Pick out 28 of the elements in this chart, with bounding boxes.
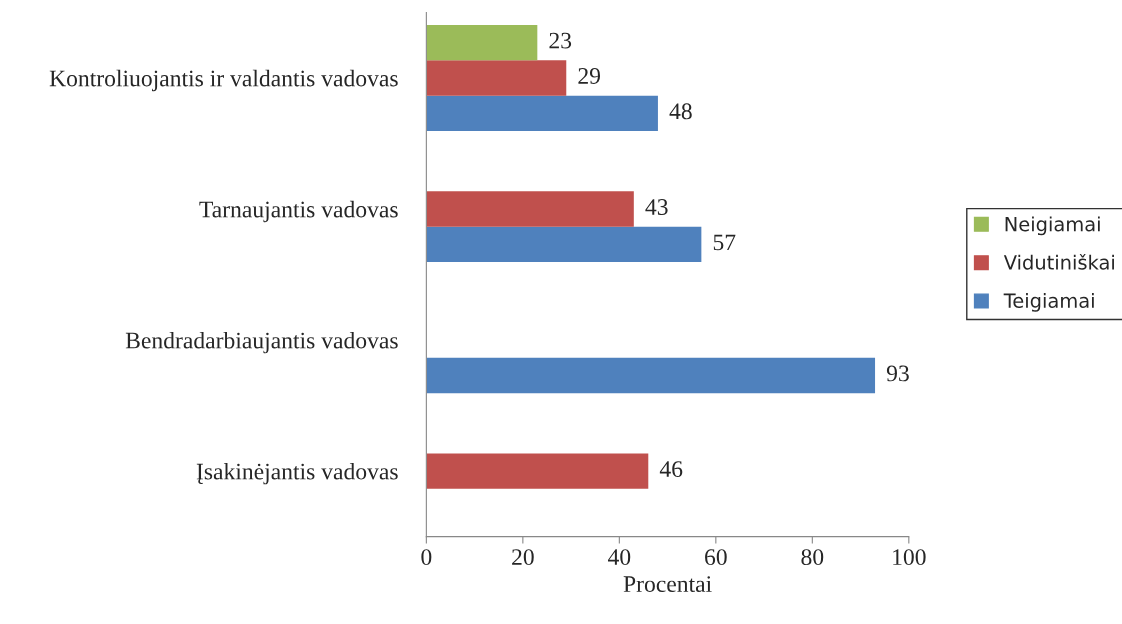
y-tick-label: Įsakinėjantis vadovas [196, 462, 398, 485]
bar [426, 357, 876, 394]
x-tick-label: 20 [512, 549, 534, 566]
y-tick-label: Kontroliuojantis ir valdantis vadovas [49, 69, 398, 92]
bar [426, 60, 567, 96]
bar [426, 24, 538, 61]
bar [426, 453, 649, 489]
y-tick-label: Bendradarbiaujantis vadovas [125, 331, 398, 354]
bar [426, 226, 702, 263]
data-label: 23 [549, 32, 572, 49]
x-tick-label: 40 [608, 549, 631, 566]
legend-label: Vidutiniškai [1003, 253, 1114, 270]
legend-label: Teigiamai [1003, 292, 1094, 312]
data-label: 29 [578, 68, 601, 84]
bar [426, 191, 634, 227]
data-label: 93 [886, 365, 909, 382]
x-axis-title: Procentai [623, 576, 712, 593]
data-label: 57 [713, 234, 736, 251]
x-tick-label: 60 [705, 549, 727, 566]
x-tick-label: 100 [893, 549, 926, 566]
y-tick-label: Tarnaujantis vadovas [199, 200, 398, 223]
legend-label: Neigiamai [1005, 216, 1100, 236]
data-label: 46 [659, 461, 683, 478]
data-label: 43 [645, 199, 668, 215]
x-tick-label: 80 [801, 549, 824, 566]
x-tick-label: 0 [421, 549, 432, 566]
data-label: 48 [669, 103, 692, 120]
bar [426, 95, 658, 132]
